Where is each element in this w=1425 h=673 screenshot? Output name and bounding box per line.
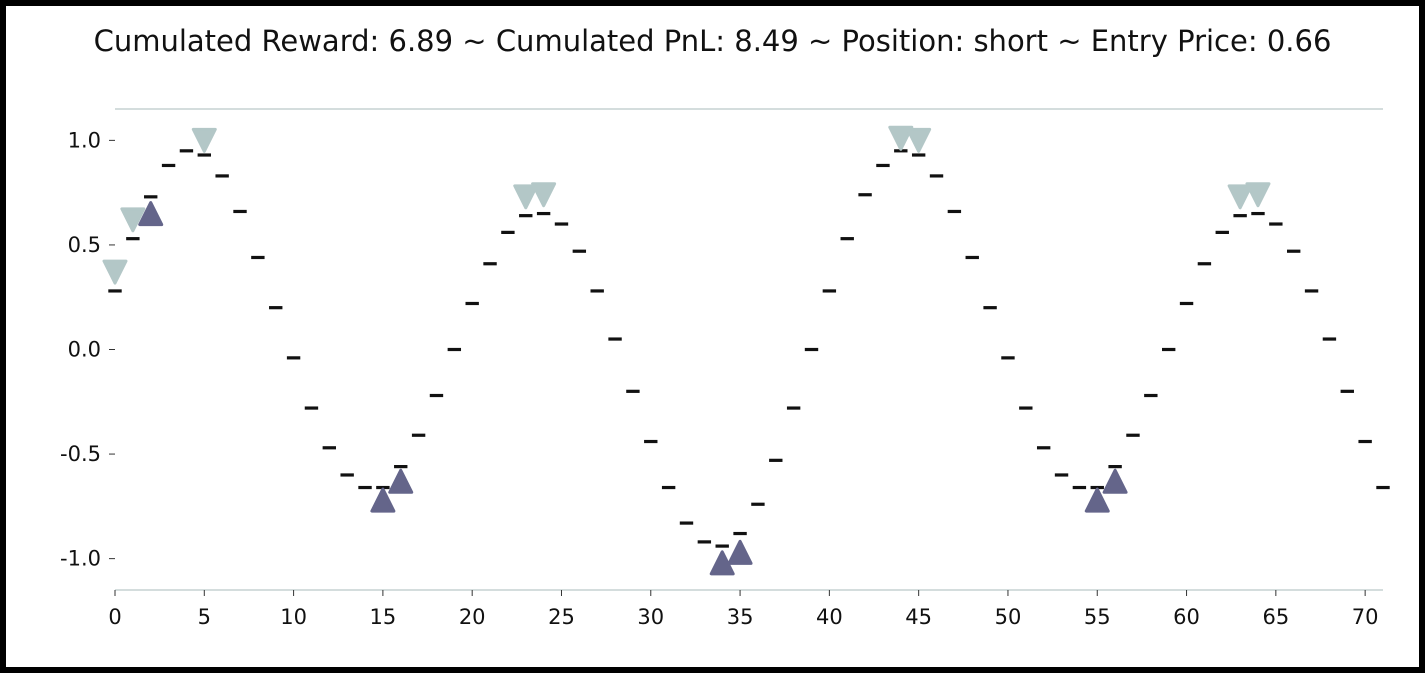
y-tick-label: -0.5 <box>60 442 101 466</box>
y-tick-label: -1.0 <box>60 547 101 571</box>
y-tick-label: 0.0 <box>68 338 101 362</box>
long-marker <box>370 487 396 513</box>
short-marker <box>906 127 932 153</box>
long-marker <box>138 201 164 227</box>
short-marker <box>531 182 557 208</box>
x-tick-label: 45 <box>905 605 932 629</box>
short-marker <box>120 207 146 233</box>
x-tick-label: 25 <box>548 605 575 629</box>
y-tick-label: 0.5 <box>68 233 101 257</box>
chart-frame: Cumulated Reward: 6.89 ~ Cumulated PnL: … <box>6 6 1419 667</box>
x-tick-label: 60 <box>1173 605 1200 629</box>
x-tick-label: 55 <box>1084 605 1111 629</box>
x-tick-label: 30 <box>637 605 664 629</box>
x-tick-label: 70 <box>1352 605 1379 629</box>
x-tick-label: 15 <box>370 605 397 629</box>
chart-plot: 1.0 0.5 0.0 -0.5 -1.0 0 5 10 15 20 25 30 35 40 45 50 55 6… <box>60 108 1390 629</box>
x-tick-label: 65 <box>1262 605 1289 629</box>
x-tick-label: 35 <box>727 605 754 629</box>
short-marker <box>1227 184 1253 210</box>
short-marker <box>191 127 217 153</box>
x-tick-label: 40 <box>816 605 843 629</box>
short-marker <box>1245 182 1271 208</box>
x-tick-label: 10 <box>280 605 307 629</box>
y-tick-label: 1.0 <box>68 128 101 152</box>
long-marker <box>1084 487 1110 513</box>
x-tick-label: 5 <box>198 605 211 629</box>
long-marker <box>727 539 753 565</box>
x-tick-label: 50 <box>995 605 1022 629</box>
short-marker <box>888 125 914 151</box>
x-tick-label: 0 <box>108 605 121 629</box>
x-tick-label: 20 <box>459 605 486 629</box>
short-marker <box>513 184 539 210</box>
long-marker <box>1102 468 1128 494</box>
long-marker <box>388 468 414 494</box>
short-marker <box>102 259 128 285</box>
chart-title: Cumulated Reward: 6.89 ~ Cumulated PnL: … <box>93 24 1332 58</box>
